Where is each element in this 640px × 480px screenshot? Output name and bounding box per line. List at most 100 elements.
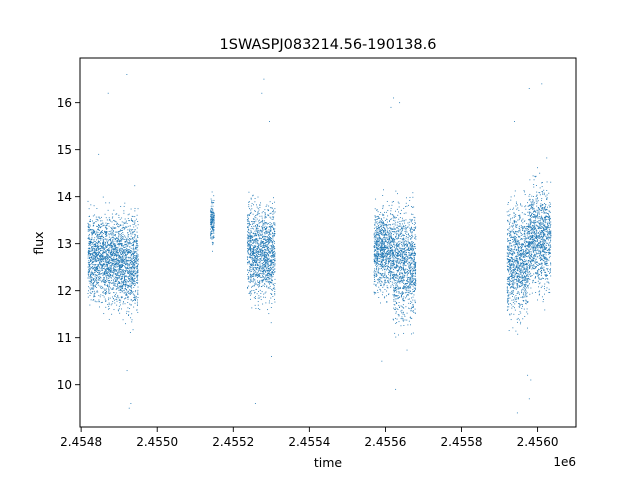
data-point: [101, 235, 103, 237]
data-point: [402, 275, 404, 277]
data-point: [113, 288, 115, 290]
data-point: [131, 264, 133, 266]
data-point: [99, 248, 101, 250]
data-point: [375, 284, 376, 286]
data-point: [121, 251, 123, 252]
data-point: [96, 247, 97, 249]
data-point: [89, 244, 91, 246]
data-point: [415, 236, 417, 237]
data-point: [211, 202, 213, 204]
data-point: [272, 262, 274, 264]
data-point: [374, 231, 376, 233]
data-point: [122, 285, 124, 287]
data-point: [273, 268, 275, 270]
data-point: [125, 244, 127, 245]
data-point: [270, 322, 272, 324]
data-point: [396, 257, 398, 259]
data-point: [270, 230, 272, 232]
data-point: [213, 236, 215, 238]
data-point: [387, 249, 389, 251]
data-point: [373, 281, 375, 283]
data-point: [264, 285, 265, 287]
data-point: [136, 259, 138, 261]
data-point: [106, 262, 107, 264]
data-point: [129, 279, 131, 281]
data-point: [258, 254, 259, 255]
data-point: [93, 249, 95, 251]
data-point: [250, 244, 252, 246]
data-point: [126, 275, 128, 277]
data-point: [382, 195, 384, 196]
data-point: [249, 273, 251, 275]
data-point: [111, 313, 113, 315]
data-point: [378, 254, 379, 256]
data-point: [254, 261, 256, 262]
data-point: [120, 224, 122, 226]
data-point: [266, 255, 268, 257]
data-point: [102, 244, 104, 246]
data-point: [92, 278, 94, 280]
data-point: [133, 268, 135, 269]
data-point: [87, 293, 89, 294]
data-point: [270, 240, 272, 242]
data-point: [106, 279, 108, 281]
data-point: [247, 287, 249, 289]
data-point: [106, 241, 108, 243]
data-point: [262, 250, 264, 252]
data-point: [403, 285, 404, 287]
data-point: [93, 278, 95, 280]
data-point: [256, 230, 258, 232]
data-point: [132, 248, 134, 250]
data-point: [377, 228, 379, 230]
data-point: [252, 248, 254, 250]
data-point: [129, 274, 131, 276]
data-point: [251, 231, 252, 233]
data-point: [132, 276, 134, 278]
data-point: [106, 256, 107, 258]
data-point: [111, 265, 112, 267]
data-point: [127, 287, 129, 289]
data-point: [380, 222, 382, 224]
data-point: [376, 268, 377, 270]
data-point: [392, 228, 394, 230]
data-point: [89, 259, 91, 261]
data-point: [121, 238, 122, 240]
data-point: [376, 273, 378, 275]
data-point: [119, 256, 121, 258]
data-point: [268, 268, 270, 270]
data-point: [375, 241, 377, 243]
data-point: [114, 245, 116, 247]
data-point: [387, 231, 389, 233]
data-point: [375, 243, 377, 245]
data-point: [403, 272, 405, 274]
data-point: [110, 275, 112, 276]
data-point: [99, 261, 100, 263]
data-point: [269, 224, 271, 225]
data-point: [95, 256, 97, 258]
data-point: [106, 271, 108, 273]
data-point: [100, 277, 102, 279]
data-point: [269, 281, 271, 282]
data-point: [132, 232, 134, 234]
data-point: [88, 223, 89, 225]
data-point: [380, 249, 382, 251]
data-point: [92, 242, 93, 244]
data-point: [392, 250, 394, 252]
data-point: [377, 256, 379, 258]
data-point: [122, 282, 124, 284]
data-point: [102, 252, 104, 254]
data-point: [108, 263, 110, 265]
data-point: [257, 246, 259, 248]
data-point: [105, 275, 107, 277]
data-point: [87, 257, 89, 259]
data-point: [210, 232, 212, 234]
data-point: [387, 280, 388, 282]
data-point: [123, 246, 125, 248]
data-point: [122, 271, 124, 273]
data-point: [119, 256, 121, 258]
data-point: [95, 277, 97, 279]
data-point: [412, 192, 414, 194]
data-point: [267, 264, 269, 266]
data-point: [106, 284, 108, 286]
data-point: [119, 278, 121, 280]
